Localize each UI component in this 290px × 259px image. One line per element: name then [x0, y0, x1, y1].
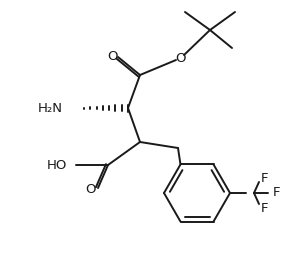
Text: O: O — [175, 52, 185, 64]
Text: H₂N: H₂N — [38, 102, 63, 114]
Text: F: F — [261, 171, 269, 184]
Text: F: F — [261, 202, 269, 214]
Text: F: F — [272, 186, 280, 199]
Text: HO: HO — [47, 159, 67, 171]
Text: O: O — [85, 183, 95, 196]
Text: O: O — [107, 49, 117, 62]
